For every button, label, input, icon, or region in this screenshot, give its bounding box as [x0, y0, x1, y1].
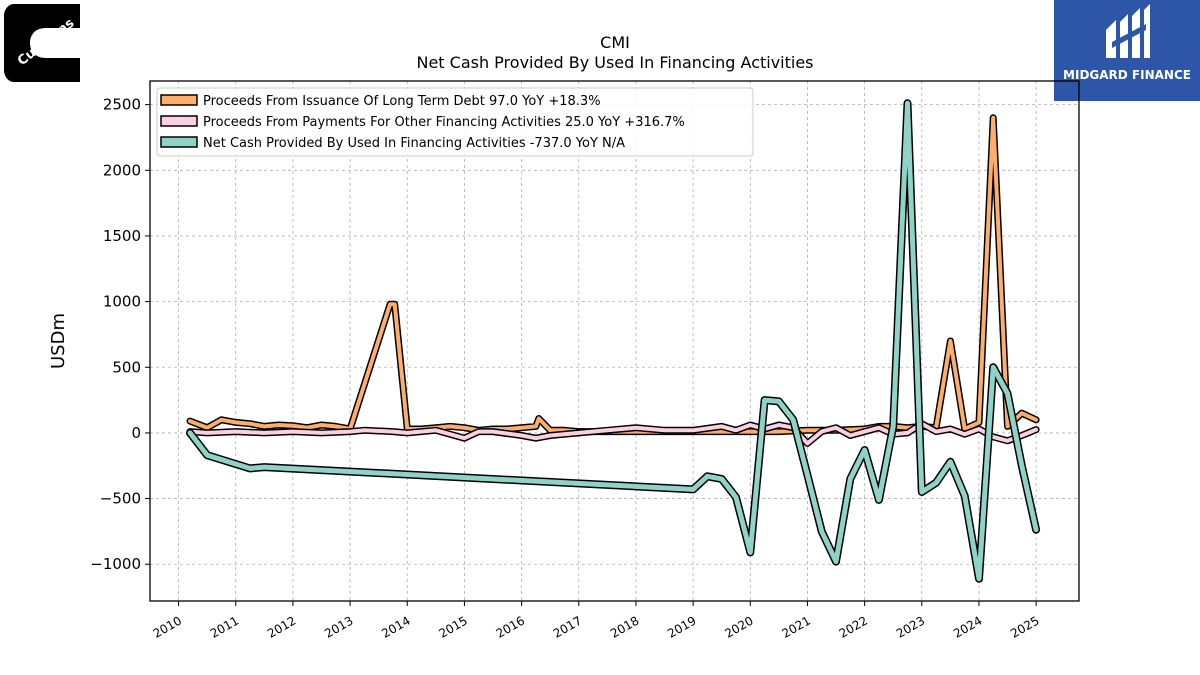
chart-title: CMI — [600, 33, 630, 52]
x-tick-label: 2011 — [208, 613, 241, 640]
cummins-logo-mark: Cummins — [4, 4, 80, 82]
x-tick-label: 2013 — [322, 613, 355, 640]
legend-entry: Net Cash Provided By Used In Financing A… — [203, 136, 625, 151]
y-tick-label: −1000 — [90, 555, 141, 573]
legend-swatch — [160, 115, 198, 127]
x-tick-label: 2021 — [779, 613, 812, 640]
legend-entry: Proceeds From Issuance Of Long Term Debt… — [203, 94, 601, 109]
grid — [150, 81, 1079, 601]
x-tick-label: 2017 — [551, 613, 584, 640]
x-tick-label: 2019 — [665, 613, 698, 640]
plot-frame — [149, 80, 1080, 602]
legend-entry: Proceeds From Payments For Other Financi… — [203, 115, 685, 130]
series-lines — [186, 99, 1041, 583]
x-tick-label: 2024 — [951, 613, 984, 640]
x-tick-label: 2012 — [265, 613, 298, 640]
chart-subtitle: Net Cash Provided By Used In Financing A… — [416, 53, 813, 72]
x-tick-label: 2020 — [722, 613, 755, 640]
midgard-m-icon — [1106, 4, 1150, 58]
series-line — [187, 100, 1039, 582]
legend-swatch — [160, 94, 198, 106]
y-tick-label: −500 — [100, 490, 141, 508]
x-tick-label: 2022 — [837, 613, 870, 640]
y-tick-label: 2000 — [103, 161, 141, 179]
legend-swatch — [160, 136, 198, 148]
y-tick-label: 0 — [131, 424, 141, 442]
y-tick-label: 2500 — [103, 96, 141, 114]
midgard-logo-text: MIDGARD FINANCE — [1063, 68, 1191, 82]
midgard-finance-logo: MIDGARD FINANCE — [1054, 0, 1200, 101]
legend-box — [156, 87, 754, 157]
y-axis-label: USDm — [48, 313, 69, 369]
x-tick-label: 2010 — [151, 613, 184, 640]
x-tick-label: 2018 — [608, 613, 641, 640]
y-tick-label: 1500 — [103, 227, 141, 245]
y-tick-label: 1000 — [103, 293, 141, 311]
y-tick-label: 500 — [112, 358, 141, 376]
x-tick-label: 2015 — [436, 613, 469, 640]
x-tick-label: 2023 — [894, 613, 927, 640]
series-line — [188, 421, 1039, 446]
legend: Proceeds From Issuance Of Long Term Debt… — [156, 87, 754, 157]
x-tick-label: 2016 — [494, 613, 527, 640]
x-tick-label: 2014 — [379, 613, 412, 640]
cummins-logo: Cummins — [4, 4, 86, 82]
x-tick-label: 2025 — [1008, 613, 1041, 640]
